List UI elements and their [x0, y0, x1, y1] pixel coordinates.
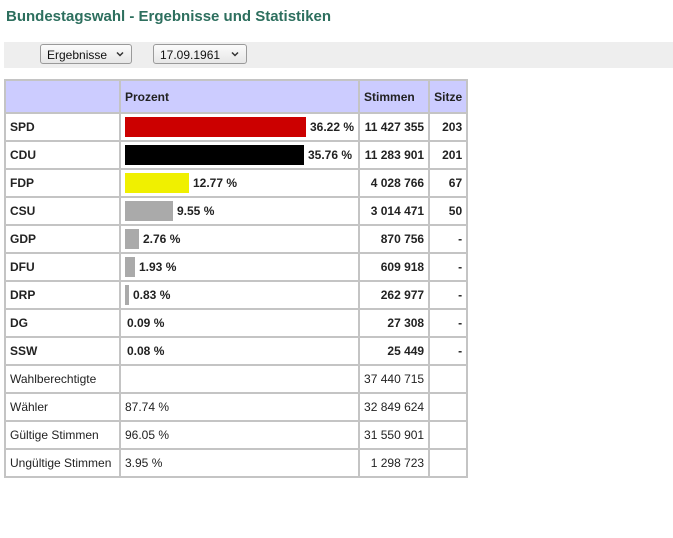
party-percent-cell: 9.55 %: [118, 196, 361, 226]
party-votes: 3 014 471: [358, 196, 431, 226]
stat-votes: 37 440 715: [358, 364, 431, 394]
party-votes: 25 449: [358, 336, 431, 366]
party-seats: -: [428, 252, 469, 282]
stat-seats-empty: [428, 448, 469, 478]
party-votes: 870 756: [358, 224, 431, 254]
party-seats: 50: [428, 196, 469, 226]
percent-bar: [125, 173, 189, 193]
percent-label: 1.93 %: [139, 260, 177, 274]
party-percent-cell: 36.22 %: [118, 112, 361, 142]
percent-bar: [125, 257, 135, 277]
stat-seats-empty: [428, 364, 469, 394]
party-name: FDP: [4, 168, 121, 198]
view-select[interactable]: Ergebnisse: [40, 44, 132, 64]
header-percent: Prozent: [118, 79, 361, 114]
table-row: DRP 0.83 % 262 977-: [4, 280, 469, 310]
view-select-value: Ergebnisse: [47, 48, 108, 62]
party-seats: 201: [428, 140, 469, 170]
stat-label: Wahlberechtigte: [4, 364, 121, 394]
stat-row: Wähler 87.74 % 32 849 624: [4, 392, 469, 422]
percent-label: 12.77 %: [193, 176, 238, 190]
party-seats: -: [428, 224, 469, 254]
table-row: SSW 0.08 % 25 449-: [4, 336, 469, 366]
stat-row: Wahlberechtigte 37 440 715: [4, 364, 469, 394]
party-name: DRP: [4, 280, 121, 310]
table-row: DG 0.09 % 27 308-: [4, 308, 469, 338]
header-votes: Stimmen: [358, 79, 431, 114]
percent-bar: [125, 285, 129, 305]
percent-label: 9.55 %: [177, 204, 215, 218]
percent-label: 0.08 %: [127, 344, 165, 358]
party-seats: -: [428, 280, 469, 310]
table-row: CSU 9.55 % 3 014 471 50: [4, 196, 469, 226]
party-name: SPD: [4, 112, 121, 142]
results-table: Prozent Stimmen Sitze SPD 36.22 % 11 427 3…: [4, 79, 469, 478]
table-row: CDU 35.76 % 11 283 901 201: [4, 140, 469, 170]
stat-seats-empty: [428, 392, 469, 422]
stat-label: Gültige Stimmen: [4, 420, 121, 450]
table-header-row: Prozent Stimmen Sitze: [4, 79, 469, 114]
stat-seats-empty: [428, 420, 469, 450]
percent-label: 0.09 %: [127, 316, 165, 330]
party-percent-cell: 12.77 %: [118, 168, 361, 198]
toolbar: Ergebnisse 17.09.1961: [4, 42, 673, 68]
party-votes: 11 427 355: [358, 112, 431, 142]
page-title: Bundestagswahl - Ergebnisse und Statisti…: [6, 8, 332, 25]
party-votes: 4 028 766: [358, 168, 431, 198]
stat-votes: 1 298 723: [358, 448, 431, 478]
party-votes: 11 283 901: [358, 140, 431, 170]
stat-percent: 87.74 %: [118, 392, 361, 422]
party-votes: 27 308: [358, 308, 431, 338]
percent-label: 35.76 %: [308, 148, 353, 162]
table-row: GDP 2.76 % 870 756-: [4, 224, 469, 254]
party-seats: -: [428, 336, 469, 366]
party-name: DFU: [4, 252, 121, 282]
stat-row: Gültige Stimmen 96.05 % 31 550 901: [4, 420, 469, 450]
party-name: DG: [4, 308, 121, 338]
party-name: SSW: [4, 336, 121, 366]
party-percent-cell: 0.08 %: [118, 336, 361, 366]
percent-bar: [125, 117, 306, 137]
party-votes: 609 918: [358, 252, 431, 282]
party-percent-cell: 35.76 %: [118, 140, 361, 170]
party-votes: 262 977: [358, 280, 431, 310]
stat-percent: [118, 364, 361, 394]
percent-label: 36.22 %: [310, 120, 355, 134]
header-party: [4, 79, 121, 114]
party-name: GDP: [4, 224, 121, 254]
table-row: SPD 36.22 % 11 427 355 203: [4, 112, 469, 142]
table-row: DFU 1.93 % 609 918-: [4, 252, 469, 282]
stat-label: Wähler: [4, 392, 121, 422]
party-seats: 203: [428, 112, 469, 142]
date-select-value: 17.09.1961: [160, 48, 221, 62]
stat-label: Ungültige Stimmen: [4, 448, 121, 478]
table-row: FDP 12.77 % 4 028 766 67: [4, 168, 469, 198]
stat-percent: 3.95 %: [118, 448, 361, 478]
header-seats: Sitze: [428, 79, 469, 114]
stat-row: Ungültige Stimmen 3.95 % 1 298 723: [4, 448, 469, 478]
party-seats: -: [428, 308, 469, 338]
percent-label: 2.76 %: [143, 232, 181, 246]
percent-bar: [125, 229, 139, 249]
percent-label: 0.83 %: [133, 288, 171, 302]
percent-bar: [125, 201, 173, 221]
chevron-down-icon: [231, 51, 239, 57]
party-percent-cell: 0.09 %: [118, 308, 361, 338]
party-percent-cell: 1.93 %: [118, 252, 361, 282]
stat-percent: 96.05 %: [118, 420, 361, 450]
party-name: CSU: [4, 196, 121, 226]
chevron-down-icon: [116, 51, 124, 57]
party-seats: 67: [428, 168, 469, 198]
date-select[interactable]: 17.09.1961: [153, 44, 247, 64]
stat-votes: 31 550 901: [358, 420, 431, 450]
stat-votes: 32 849 624: [358, 392, 431, 422]
percent-bar: [125, 145, 304, 165]
party-name: CDU: [4, 140, 121, 170]
party-percent-cell: 2.76 %: [118, 224, 361, 254]
party-percent-cell: 0.83 %: [118, 280, 361, 310]
